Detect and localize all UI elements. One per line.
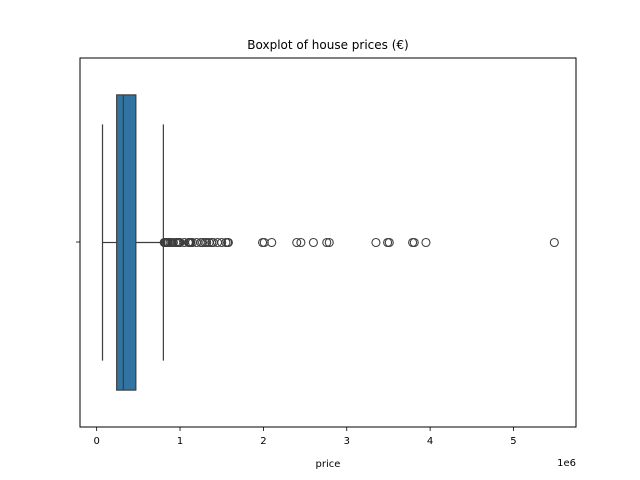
outlier-point xyxy=(296,237,306,248)
outlier-point xyxy=(324,237,334,248)
outlier-point xyxy=(197,237,208,248)
plot-area xyxy=(101,94,559,391)
x-axis-offset-label: 1e6 xyxy=(557,458,576,469)
x-axis-label: price xyxy=(316,459,341,470)
x-tick-label: 1 xyxy=(177,436,183,447)
x-tick-label: 2 xyxy=(260,436,266,447)
outlier-point xyxy=(202,237,212,248)
outlier-point xyxy=(223,237,233,248)
x-tick-label: 4 xyxy=(427,436,433,447)
axes-frame xyxy=(79,57,577,428)
outlier-point xyxy=(168,237,178,248)
outlier-point xyxy=(292,237,302,248)
outlier-point xyxy=(267,237,277,248)
outlier-point xyxy=(322,237,332,248)
outlier-point xyxy=(549,237,559,248)
outlier-point xyxy=(409,237,419,248)
x-tick-label: 5 xyxy=(510,436,516,447)
x-tick-label: 0 xyxy=(93,436,99,447)
x-tick-label: 3 xyxy=(344,436,350,447)
outlier-point xyxy=(371,237,381,248)
outlier-point xyxy=(384,237,394,248)
iqr-box xyxy=(116,94,137,391)
outlier-point xyxy=(217,237,227,248)
outlier-point xyxy=(421,237,431,248)
x-axis: 0 1 2 3 4 5 xyxy=(93,427,517,447)
chart-title: Boxplot of house prices (€) xyxy=(247,38,408,52)
outlier-point xyxy=(308,237,318,248)
